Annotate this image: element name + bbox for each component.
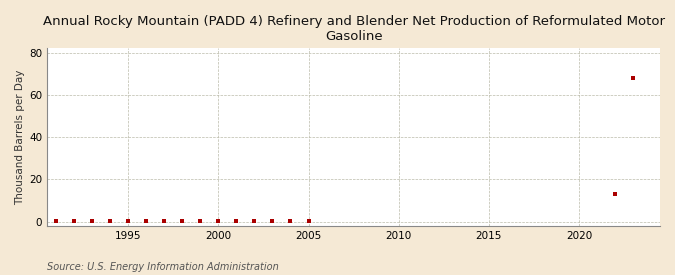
Point (159, 219, 169, 223)
Point (69, 219, 80, 223)
Point (303, 219, 314, 223)
Title: Annual Rocky Mountain (PADD 4) Refinery and Blender Net Production of Reformulat: Annual Rocky Mountain (PADD 4) Refinery … (43, 15, 665, 43)
Point (231, 219, 242, 223)
Point (610, 192, 620, 196)
Point (285, 219, 296, 223)
Point (628, 76, 639, 80)
Point (123, 219, 134, 223)
Text: Source: U.S. Energy Information Administration: Source: U.S. Energy Information Administ… (47, 262, 279, 272)
Point (267, 219, 278, 223)
Point (51, 219, 61, 223)
Point (177, 219, 188, 223)
Point (195, 219, 206, 223)
Point (213, 219, 224, 223)
Point (249, 219, 260, 223)
Point (105, 219, 115, 223)
Y-axis label: Thousand Barrels per Day: Thousand Barrels per Day (15, 69, 25, 205)
Point (87, 219, 98, 223)
Point (141, 219, 152, 223)
